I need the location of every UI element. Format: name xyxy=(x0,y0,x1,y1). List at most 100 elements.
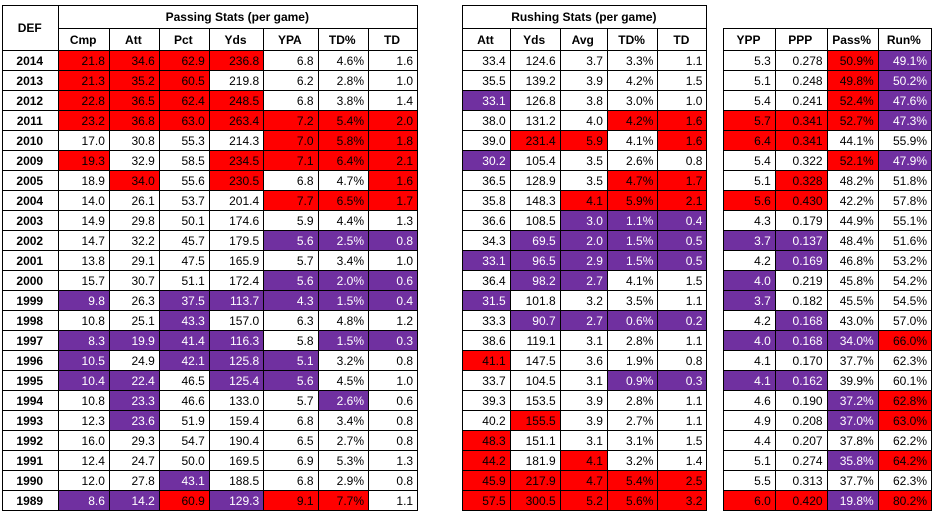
stat-cell: 60.9 xyxy=(158,490,210,511)
stat-cell: 3.1 xyxy=(559,430,608,451)
stat-cell: 57.0% xyxy=(877,310,932,331)
stat-cell: 33.4 xyxy=(462,50,511,71)
stat-cell: 38.6 xyxy=(462,330,511,351)
stat-cell: 4.7% xyxy=(317,170,370,191)
stat-cell: 2.9% xyxy=(317,470,370,491)
stat-cell: 1.8 xyxy=(368,130,419,151)
stat-cell: 36.8 xyxy=(108,110,160,131)
stat-cell: 2.8% xyxy=(606,330,659,351)
column-gap xyxy=(706,370,724,391)
stat-cell: 0.8 xyxy=(368,230,419,251)
stat-cell: 0.328 xyxy=(774,170,828,191)
stat-cell: 55.1% xyxy=(877,210,932,231)
stat-cell: 62.8% xyxy=(877,390,932,411)
stat-cell: 43.3 xyxy=(158,310,210,331)
stat-cell: 236.8 xyxy=(208,50,265,71)
table-row: 2011 23.2 36.8 63.0 263.4 7.2 5.4% 2.0 38.0 131.2… xyxy=(1,110,932,131)
stat-cell: 128.9 xyxy=(509,170,561,191)
stat-cell: 45.7 xyxy=(158,230,210,251)
stat-cell: 19.9 xyxy=(108,330,160,351)
stat-cell: 25.1 xyxy=(108,310,160,331)
stat-cell: 8.3 xyxy=(58,330,110,351)
stat-cell: 46.5 xyxy=(158,370,210,391)
stat-cell: 159.4 xyxy=(208,410,265,431)
stat-cell: 3.4% xyxy=(317,250,370,271)
stat-cell: 49.1% xyxy=(877,50,932,71)
stat-cell: 5.6 xyxy=(263,230,319,251)
stat-cell: 2.0 xyxy=(368,110,419,131)
stat-cell: 2.6% xyxy=(606,150,659,171)
column-header: Run% xyxy=(877,28,932,51)
stat-cell: 1.7 xyxy=(368,190,419,211)
column-gap xyxy=(417,350,463,371)
stat-cell: 14.2 xyxy=(108,490,160,511)
stat-cell: 33.3 xyxy=(462,310,511,331)
stat-cell: 62.4 xyxy=(158,90,210,111)
stat-cell: 5.3 xyxy=(723,50,776,71)
stat-cell: 34.0 xyxy=(108,170,160,191)
stat-cell: 37.7% xyxy=(826,470,879,491)
stat-cell: 37.0% xyxy=(826,410,879,431)
column-gap xyxy=(417,310,463,331)
stat-cell: 35.2 xyxy=(108,70,160,91)
stat-cell: 2.0% xyxy=(317,270,370,291)
stat-cell: 230.5 xyxy=(208,170,265,191)
column-header: Att xyxy=(462,28,511,51)
column-gap xyxy=(417,110,463,131)
stat-cell: 4.4 xyxy=(723,430,776,451)
column-gap xyxy=(417,490,463,511)
stat-cell: 48.3 xyxy=(462,430,511,451)
stat-cell: 50.0 xyxy=(158,450,210,471)
stat-cell: 4.2 xyxy=(723,310,776,331)
stat-cell: 52.7% xyxy=(826,110,879,131)
column-header: Yds xyxy=(208,28,265,51)
table-row: 1995 10.4 22.4 46.5 125.4 5.6 4.5% 1.0 33.7 104.5… xyxy=(1,370,932,391)
stat-cell: 39.9% xyxy=(826,370,879,391)
stat-cell: 0.420 xyxy=(774,490,828,511)
column-gap xyxy=(706,90,724,111)
stat-cell: 16.0 xyxy=(58,430,110,451)
stat-cell: 32.2 xyxy=(108,230,160,251)
stat-cell: 131.2 xyxy=(509,110,561,131)
stat-cell: 0.208 xyxy=(774,410,828,431)
year-cell: 1996 xyxy=(1,350,60,371)
stat-cell: 35.8 xyxy=(462,190,511,211)
stat-cell: 0.274 xyxy=(774,450,828,471)
stat-cell: 54.2% xyxy=(877,270,932,291)
column-gap xyxy=(417,90,463,111)
year-cell: 1995 xyxy=(1,370,60,391)
stat-cell: 3.5% xyxy=(606,290,659,311)
stat-cell: 1.1 xyxy=(657,330,708,351)
column-gap xyxy=(706,310,724,331)
stat-cell: 5.7 xyxy=(723,110,776,131)
stat-cell: 1.1 xyxy=(657,290,708,311)
stat-cell: 3.7 xyxy=(723,230,776,251)
column-gap xyxy=(417,470,463,491)
stat-cell: 22.8 xyxy=(58,90,110,111)
year-cell: 1994 xyxy=(1,390,60,411)
stat-cell: 147.5 xyxy=(509,350,561,371)
stat-cell: 55.3 xyxy=(158,130,210,151)
summary-group-header xyxy=(724,6,932,29)
table-row: 2005 18.9 34.0 55.6 230.5 6.8 4.7% 1.6 36.5 128.9… xyxy=(1,170,932,191)
stat-cell: 6.3 xyxy=(263,310,319,331)
table-row: 1990 12.0 27.8 43.1 188.5 6.8 2.9% 0.8 45.9 217.9… xyxy=(1,470,932,491)
column-gap xyxy=(706,110,724,131)
stat-cell: 44.2 xyxy=(462,450,511,471)
column-gap xyxy=(706,410,724,431)
stat-cell: 64.2% xyxy=(877,450,932,471)
stat-cell: 104.5 xyxy=(509,370,561,391)
stat-cell: 1.5% xyxy=(606,230,659,251)
stat-cell: 217.9 xyxy=(509,470,561,491)
column-gap xyxy=(706,450,724,471)
column-header: Pass% xyxy=(826,28,879,51)
corner-header: DEF xyxy=(1,5,60,51)
stat-cell: 24.9 xyxy=(108,350,160,371)
year-cell: 2000 xyxy=(1,270,60,291)
stat-cell: 36.5 xyxy=(462,170,511,191)
stat-cell: 1.9% xyxy=(606,350,659,371)
year-cell: 2002 xyxy=(1,230,60,251)
stat-cell: 3.8 xyxy=(559,90,608,111)
column-gap xyxy=(706,350,724,371)
stat-cell: 2.0 xyxy=(559,230,608,251)
